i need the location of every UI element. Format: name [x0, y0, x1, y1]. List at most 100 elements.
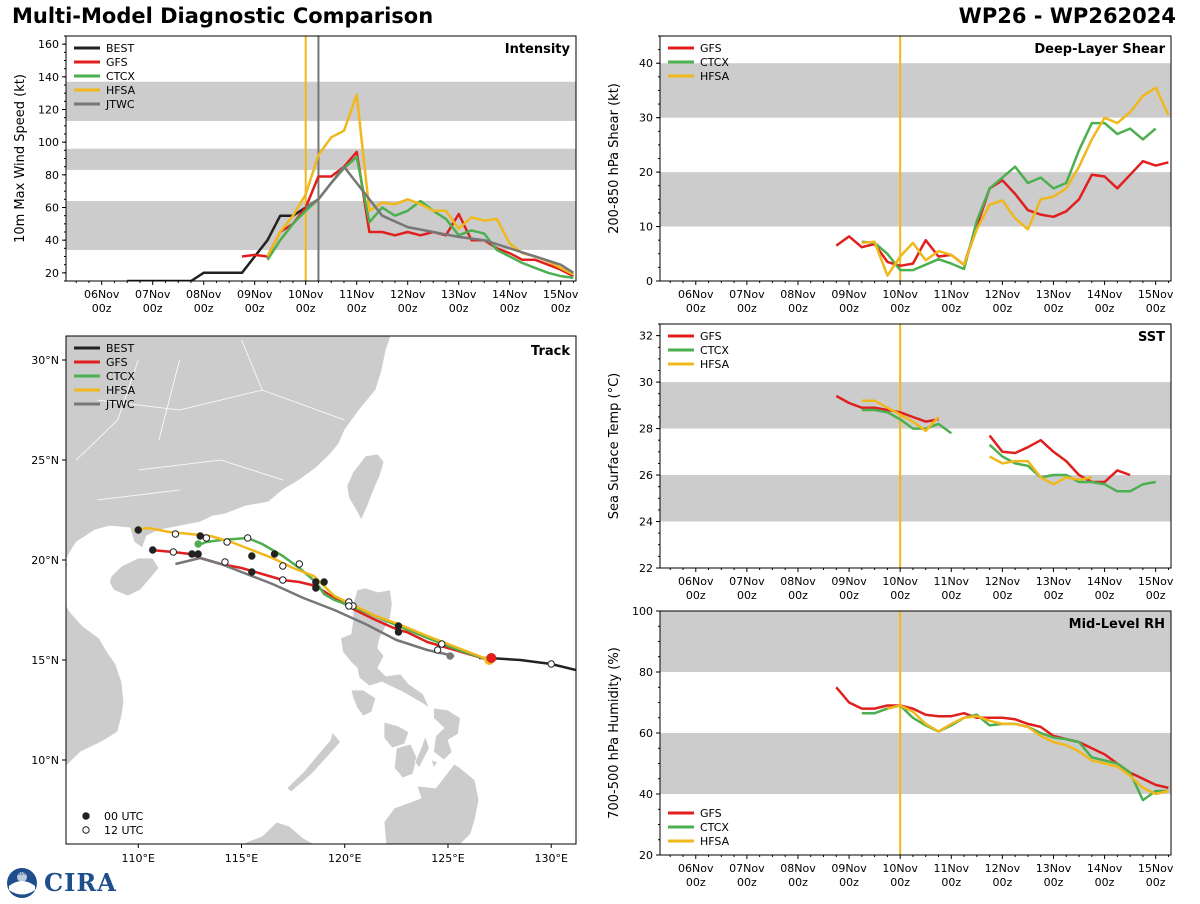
- sst-xtick-label-date: 10Nov: [882, 575, 918, 588]
- sst-xtick-label-date: 07Nov: [729, 575, 765, 588]
- land-samar-leyte: [433, 707, 461, 761]
- track-ctcx: [195, 536, 490, 662]
- rh-xtick-label-hour: 00z: [1095, 876, 1115, 889]
- page-title: Multi-Model Diagnostic Comparison: [12, 4, 434, 28]
- land-taiwan: [346, 453, 385, 521]
- intensity-xtick-label-date: 12Nov: [390, 288, 426, 301]
- marker-legend-label: 12 UTC: [104, 824, 144, 837]
- legend-label-hfsa: HFSA: [700, 70, 730, 83]
- rh-ytick-label: 40: [639, 788, 653, 801]
- shear-xtick-label-hour: 00z: [839, 302, 859, 315]
- land-borneo: [241, 821, 315, 844]
- sst-ytick-label: 26: [639, 469, 653, 482]
- track-xtick-label: 110°E: [122, 852, 155, 865]
- sst-title: SST: [1138, 330, 1165, 345]
- legend-label-gfs: GFS: [700, 42, 722, 55]
- sst-ylabel: Sea Surface Temp (°C): [607, 373, 622, 520]
- track-xtick-label: 120°E: [328, 852, 361, 865]
- shear-xtick-label-date: 09Nov: [831, 288, 867, 301]
- legend-label-hfsa: HFSA: [106, 384, 136, 397]
- shear-ylabel: 200-850 hPa Shear (kt): [607, 83, 622, 234]
- rh-xtick-label-date: 12Nov: [985, 862, 1021, 875]
- intensity-xtick-label-date: 08Nov: [186, 288, 222, 301]
- sst-xtick-label-hour: 00z: [1146, 589, 1166, 602]
- shear-ytick-label: 10: [639, 221, 653, 234]
- shear-xtick-label-hour: 00z: [890, 302, 910, 315]
- intensity-xtick-label-hour: 00z: [449, 302, 469, 315]
- sst-xtick-label-hour: 00z: [1095, 589, 1115, 602]
- intensity-xtick-label-date: 13Nov: [441, 288, 477, 301]
- rh-xtick-label-hour: 00z: [839, 876, 859, 889]
- shear-xtick-label-hour: 00z: [992, 302, 1012, 315]
- shear-xtick-label-date: 14Nov: [1087, 288, 1123, 301]
- track-ytick-label: 10°N: [31, 754, 59, 767]
- intensity-xtick-label-hour: 00z: [500, 302, 520, 315]
- sst-xtick-label-date: 14Nov: [1087, 575, 1123, 588]
- sst-ytick-label: 30: [639, 376, 653, 389]
- legend-label-jtwc: JTWC: [105, 98, 135, 111]
- track-marker-00utc: [394, 622, 403, 630]
- rh-xtick-label-hour: 00z: [788, 876, 808, 889]
- track-marker-12utc: [279, 562, 287, 570]
- sst-xtick-label-hour: 00z: [992, 589, 1012, 602]
- shear-series-gfs: [835, 159, 1169, 268]
- sst-xtick-label-date: 13Nov: [1036, 575, 1072, 588]
- sst-xtick-label-hour: 00z: [1044, 589, 1064, 602]
- rh-xtick-label-hour: 00z: [686, 876, 706, 889]
- rh-series-hfsa: [887, 704, 1169, 796]
- track-marker-12utc: [202, 534, 211, 542]
- rh-xtick-label-hour: 00z: [737, 876, 757, 889]
- track-xtick-label: 130°E: [534, 852, 567, 865]
- sst-ytick-label: 28: [639, 423, 653, 436]
- cira-logo: NOAA CIRA: [4, 866, 116, 900]
- land-bohol: [430, 759, 439, 769]
- rh-ylabel: 700-500 hPa Humidity (%): [607, 647, 622, 819]
- shear-xtick-label-date: 15Nov: [1138, 288, 1174, 301]
- track-hfsa: [133, 526, 490, 662]
- intensity-title: Intensity: [505, 42, 571, 57]
- track-marker-00utc: [312, 578, 320, 586]
- sst-xtick-label-hour: 00z: [839, 589, 859, 602]
- shear-xtick-label-hour: 00z: [788, 302, 808, 315]
- rh-xtick-label-hour: 00z: [1044, 876, 1064, 889]
- rh-panel: 2040608010006Nov00z07Nov00z08Nov00z09Nov…: [607, 605, 1174, 889]
- legend-label-hfsa: HFSA: [106, 84, 136, 97]
- sst-ytick-label: 32: [639, 330, 653, 343]
- intensity-ytick-label: 140: [38, 71, 59, 84]
- shear-ytick-label: 0: [646, 275, 653, 288]
- rh-xtick-label-hour: 00z: [941, 876, 961, 889]
- shear-xtick-label-hour: 00z: [686, 302, 706, 315]
- track-marker-12utc: [244, 534, 252, 542]
- shear-band-1: [660, 63, 1171, 118]
- rh-xtick-label-date: 06Nov: [678, 862, 714, 875]
- legend-label-gfs: GFS: [106, 56, 128, 69]
- track-marker-00utc: [194, 540, 202, 548]
- noaa-badge-text: NOAA: [15, 871, 29, 877]
- land-mindanao: [383, 763, 480, 844]
- land-palawan: [286, 731, 342, 793]
- track-ytick-label: 15°N: [31, 654, 59, 667]
- shear-series-ctcx: [861, 121, 1157, 272]
- shear-title: Deep-Layer Shear: [1034, 42, 1165, 57]
- track-ytick-label: 20°N: [31, 554, 59, 567]
- rh-xtick-label-date: 15Nov: [1138, 862, 1174, 875]
- map-border-4: [158, 359, 180, 441]
- land-vietnam: [66, 562, 125, 844]
- intensity-xtick-label-hour: 00z: [194, 302, 214, 315]
- intensity-xtick-label-hour: 00z: [398, 302, 418, 315]
- intensity-xtick-label-hour: 00z: [92, 302, 112, 315]
- shear-ytick-label: 30: [639, 112, 653, 125]
- track-xtick-label: 125°E: [431, 852, 464, 865]
- map-border-1: [138, 459, 283, 481]
- track-marker-12utc: [279, 576, 287, 584]
- land-cebu: [414, 734, 430, 769]
- intensity-panel: 2040608010012014016006Nov00z07Nov00z08No…: [13, 35, 579, 315]
- rh-xtick-label-date: 13Nov: [1036, 862, 1072, 875]
- rh-xtick-label-date: 07Nov: [729, 862, 765, 875]
- marker-legend-label: 00 UTC: [104, 810, 144, 823]
- intensity-xtick-label-date: 14Nov: [492, 288, 528, 301]
- rh-title: Mid-Level RH: [1069, 617, 1165, 632]
- sst-xtick-label-hour: 00z: [686, 589, 706, 602]
- track-marker-12utc: [433, 646, 442, 654]
- rh-xtick-label-hour: 00z: [992, 876, 1012, 889]
